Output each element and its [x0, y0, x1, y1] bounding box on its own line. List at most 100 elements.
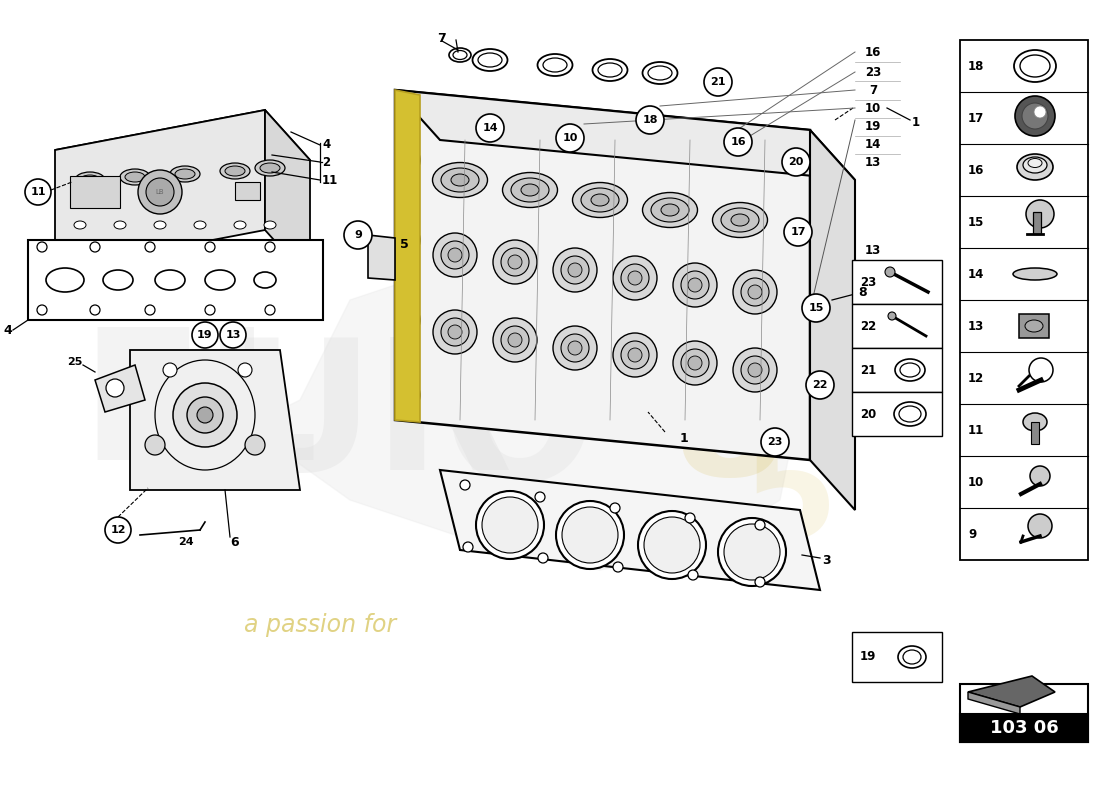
Text: 6: 6 [230, 535, 239, 549]
Text: 5: 5 [741, 433, 838, 567]
Circle shape [761, 428, 789, 456]
Circle shape [782, 148, 810, 176]
Text: 17: 17 [790, 227, 805, 237]
Bar [1019, 314, 1049, 338]
Text: 10: 10 [562, 133, 578, 143]
Ellipse shape [114, 221, 126, 229]
Ellipse shape [74, 221, 86, 229]
Text: 11: 11 [322, 174, 339, 186]
Bar [70, 176, 120, 208]
Ellipse shape [264, 221, 276, 229]
Bar [960, 684, 1088, 742]
Text: 13: 13 [968, 319, 984, 333]
Circle shape [145, 242, 155, 252]
Ellipse shape [593, 59, 627, 81]
Text: 11: 11 [968, 423, 984, 437]
Ellipse shape [449, 48, 471, 62]
Ellipse shape [581, 188, 619, 212]
Circle shape [718, 518, 786, 586]
Text: 21: 21 [711, 77, 726, 87]
Circle shape [441, 318, 469, 346]
Circle shape [238, 363, 252, 377]
Circle shape [688, 356, 702, 370]
Ellipse shape [254, 272, 276, 288]
Text: 7: 7 [437, 31, 446, 45]
Text: 10: 10 [865, 102, 881, 114]
Polygon shape [130, 350, 300, 490]
Polygon shape [395, 90, 810, 460]
Text: 8: 8 [672, 349, 788, 511]
Bar [852, 348, 942, 392]
Ellipse shape [205, 270, 235, 290]
Circle shape [621, 264, 649, 292]
Circle shape [265, 305, 275, 315]
Circle shape [163, 363, 177, 377]
Polygon shape [440, 470, 820, 590]
Circle shape [755, 520, 764, 530]
Circle shape [724, 128, 752, 156]
Bar [1031, 422, 1040, 444]
Circle shape [463, 542, 473, 552]
Ellipse shape [473, 49, 507, 71]
Ellipse shape [651, 198, 689, 222]
Text: EL: EL [80, 322, 319, 498]
Text: 2: 2 [322, 155, 330, 169]
Ellipse shape [255, 160, 285, 176]
Circle shape [568, 263, 582, 277]
Circle shape [104, 517, 131, 543]
Circle shape [806, 371, 834, 399]
Ellipse shape [521, 184, 539, 196]
Text: 16: 16 [730, 137, 746, 147]
Text: 25: 25 [67, 357, 82, 367]
Ellipse shape [642, 62, 678, 84]
Ellipse shape [453, 50, 468, 59]
Ellipse shape [80, 175, 100, 185]
Text: 16: 16 [865, 46, 881, 58]
Circle shape [1030, 466, 1050, 486]
Ellipse shape [1025, 320, 1043, 332]
Circle shape [1022, 103, 1048, 129]
Circle shape [802, 294, 830, 322]
Circle shape [145, 305, 155, 315]
Bar [235, 182, 260, 200]
Circle shape [613, 562, 623, 572]
Circle shape [145, 435, 165, 455]
Circle shape [556, 501, 624, 569]
Circle shape [681, 271, 710, 299]
Circle shape [433, 233, 477, 277]
Ellipse shape [538, 54, 572, 76]
Text: 16: 16 [968, 163, 984, 177]
Ellipse shape [125, 172, 145, 182]
Circle shape [508, 333, 522, 347]
Circle shape [220, 322, 246, 348]
Circle shape [628, 348, 642, 362]
Circle shape [448, 248, 462, 262]
Circle shape [535, 492, 544, 502]
Circle shape [568, 341, 582, 355]
Circle shape [688, 278, 702, 292]
Circle shape [1026, 200, 1054, 228]
Circle shape [784, 218, 812, 246]
Circle shape [37, 242, 47, 252]
Circle shape [741, 356, 769, 384]
Ellipse shape [591, 194, 609, 206]
Text: 14: 14 [482, 123, 498, 133]
Circle shape [733, 348, 777, 392]
Circle shape [493, 240, 537, 284]
Circle shape [741, 278, 769, 306]
Text: 12: 12 [110, 525, 125, 535]
Ellipse shape [1013, 268, 1057, 280]
Ellipse shape [900, 363, 920, 377]
Polygon shape [265, 110, 310, 280]
Circle shape [673, 341, 717, 385]
Ellipse shape [175, 169, 195, 179]
Text: 3: 3 [822, 554, 830, 566]
Polygon shape [368, 235, 395, 280]
Circle shape [205, 242, 214, 252]
Ellipse shape [1020, 55, 1050, 77]
Text: 103 06: 103 06 [990, 719, 1058, 737]
Ellipse shape [1028, 158, 1042, 167]
Ellipse shape [895, 359, 925, 381]
Ellipse shape [720, 208, 759, 232]
Circle shape [197, 407, 213, 423]
